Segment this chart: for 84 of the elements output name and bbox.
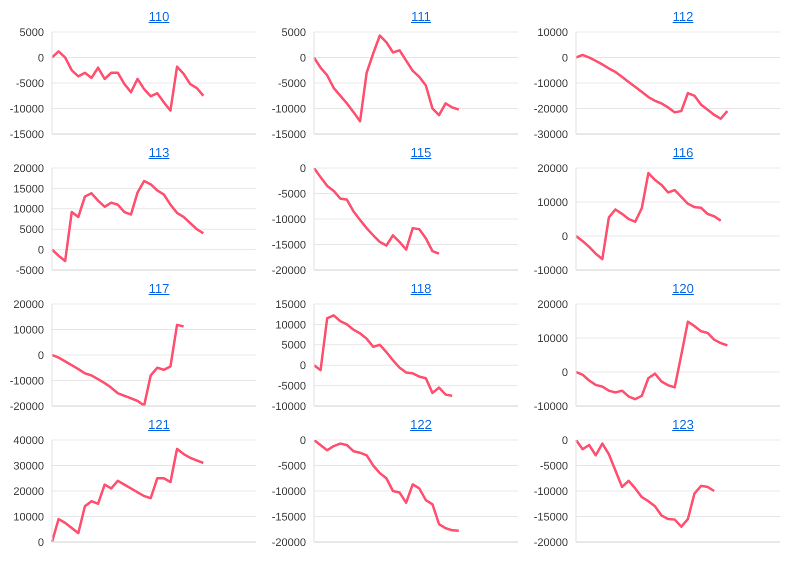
y-tick-label: 0 — [562, 434, 568, 447]
y-tick-label: -5000 — [540, 460, 568, 472]
chart-title: 116 — [672, 144, 694, 162]
y-tick-label: 5000 — [20, 26, 44, 39]
y-tick-label: -10000 — [10, 375, 44, 388]
y-tick-label: -15000 — [10, 128, 44, 141]
y-tick-label: 0 — [300, 434, 306, 447]
line-series — [574, 54, 729, 120]
y-tick-label: 10000 — [537, 26, 568, 39]
y-tick-label: 20000 — [537, 162, 568, 175]
y-tick-label: -5000 — [278, 78, 306, 90]
chart-title: 120 — [671, 280, 695, 298]
y-tick-label: -5000 — [278, 380, 306, 393]
chart-title: 115 — [410, 144, 432, 162]
line-series — [312, 314, 454, 398]
y-tick-label: -20000 — [10, 400, 44, 413]
chart-title: 112 — [672, 8, 694, 26]
line-series — [574, 172, 722, 260]
y-tick-label: 0 — [38, 52, 44, 64]
y-tick-label: -10000 — [272, 400, 306, 413]
y-tick-label: 20000 — [13, 162, 44, 175]
line-series — [50, 50, 205, 112]
y-tick-label: 20000 — [537, 298, 568, 311]
y-tick-label: -10000 — [272, 214, 306, 226]
y-tick-label: 15000 — [13, 183, 44, 196]
line-series — [50, 324, 185, 406]
chart-title: 121 — [147, 416, 171, 434]
y-tick-label: -10000 — [10, 103, 44, 116]
line-series — [312, 34, 460, 122]
y-tick-label: -5000 — [16, 264, 44, 277]
y-tick-label: 0 — [300, 360, 306, 372]
line-series — [574, 320, 729, 400]
y-tick-label: -5000 — [278, 460, 306, 472]
line-series — [312, 440, 460, 532]
y-tick-label: 5000 — [282, 26, 306, 39]
y-tick-label: -20000 — [272, 264, 306, 277]
y-tick-label: 0 — [38, 244, 44, 257]
y-tick-label: 0 — [38, 350, 44, 362]
y-tick-label: 10000 — [13, 204, 44, 216]
chart-title: 111 — [410, 8, 432, 26]
y-tick-label: -10000 — [534, 486, 568, 498]
y-tick-label: 0 — [300, 52, 306, 64]
line-series — [312, 168, 440, 255]
y-tick-label: -10000 — [272, 103, 306, 116]
chart-title: 118 — [410, 280, 432, 298]
y-tick-label: -20000 — [272, 536, 306, 549]
y-tick-label: -15000 — [272, 128, 306, 141]
y-tick-label: -15000 — [272, 239, 306, 252]
y-tick-label: -20000 — [534, 103, 568, 116]
y-tick-label: 10000 — [537, 332, 568, 345]
y-tick-label: -5000 — [16, 78, 44, 90]
chart-title: 110 — [148, 8, 170, 26]
line-series — [50, 448, 205, 542]
y-tick-label: -15000 — [534, 511, 568, 524]
y-tick-label: 5000 — [20, 224, 44, 236]
y-tick-label: 20000 — [13, 486, 44, 498]
chart-title: 123 — [671, 416, 695, 434]
line-series — [574, 440, 716, 528]
y-tick-label: -30000 — [534, 128, 568, 141]
y-tick-label: 10000 — [537, 196, 568, 209]
y-tick-label: 5000 — [282, 340, 306, 352]
y-tick-label: 40000 — [13, 434, 44, 447]
line-series — [50, 180, 205, 262]
y-tick-label: -20000 — [534, 536, 568, 549]
y-tick-label: 10000 — [13, 511, 44, 524]
y-tick-label: -10000 — [534, 78, 568, 90]
chart-title: 122 — [409, 416, 433, 434]
chart-title: 113 — [148, 144, 170, 162]
chart-title: 117 — [148, 280, 170, 298]
y-tick-label: 0 — [562, 52, 568, 64]
y-tick-label: 0 — [562, 366, 568, 379]
y-tick-label: -10000 — [272, 486, 306, 498]
y-tick-label: 0 — [38, 536, 44, 549]
y-tick-label: 10000 — [13, 324, 44, 336]
y-tick-label: -10000 — [534, 400, 568, 413]
y-tick-label: 20000 — [13, 298, 44, 311]
y-tick-label: 15000 — [275, 298, 306, 311]
y-tick-label: 30000 — [13, 460, 44, 472]
y-tick-label: -5000 — [278, 188, 306, 200]
y-tick-label: -15000 — [272, 511, 306, 524]
y-tick-label: 0 — [562, 230, 568, 243]
y-tick-label: 0 — [300, 162, 306, 175]
y-tick-label: -10000 — [534, 264, 568, 277]
y-tick-label: 10000 — [275, 319, 306, 332]
